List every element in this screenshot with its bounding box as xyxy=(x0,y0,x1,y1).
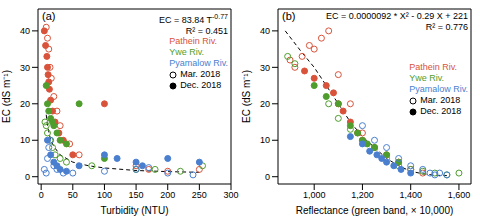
svg-text:EC (dS m⁻¹): EC (dS m⁻¹) xyxy=(241,70,252,123)
svg-text:40: 40 xyxy=(20,26,30,36)
html-text:Pathein Riv.: Pathein Riv. xyxy=(169,36,217,46)
html-text:R² = 0.776: R² = 0.776 xyxy=(425,22,468,32)
html-text:Mar. 2018: Mar. 2018 xyxy=(180,69,221,79)
svg-text:40: 40 xyxy=(260,26,270,36)
html-text:(b): (b) xyxy=(282,10,296,22)
svg-text:200: 200 xyxy=(160,190,175,200)
svg-text:30: 30 xyxy=(20,63,30,73)
svg-text:10: 10 xyxy=(20,135,30,145)
svg-text:0: 0 xyxy=(25,172,30,182)
svg-text:50: 50 xyxy=(68,190,78,200)
html-text:EC = 83.84 T-0.77: EC = 83.84 T-0.77 xyxy=(158,13,228,25)
html-text:R² = 0.451: R² = 0.451 xyxy=(185,26,228,36)
svg-text:1,000: 1,000 xyxy=(303,190,326,200)
svg-text:Reflectance (green band, × 10,: Reflectance (green band, × 10,000) xyxy=(296,205,454,216)
svg-text:100: 100 xyxy=(97,190,112,200)
svg-text:1,200: 1,200 xyxy=(351,190,374,200)
html-text:Pyamalow Riv.: Pyamalow Riv. xyxy=(409,84,468,94)
svg-text:150: 150 xyxy=(129,190,144,200)
svg-text:20: 20 xyxy=(20,99,30,109)
svg-text:20: 20 xyxy=(260,99,270,109)
html-text:Pathein Riv.: Pathein Riv. xyxy=(409,62,457,72)
html-text:EC = 0.0000092 * X² - 0.29 X +: EC = 0.0000092 * X² - 0.29 X + 221 xyxy=(325,11,468,21)
svg-text:1,400: 1,400 xyxy=(399,190,422,200)
html-text:Ywe Riv.: Ywe Riv. xyxy=(409,73,444,83)
svg-text:0: 0 xyxy=(39,190,44,200)
svg-text:EC (dS m⁻¹): EC (dS m⁻¹) xyxy=(8,70,12,123)
svg-text:1,600: 1,600 xyxy=(448,190,471,200)
svg-text:Turbidity (NTU): Turbidity (NTU) xyxy=(101,205,169,216)
svg-text:250: 250 xyxy=(192,190,207,200)
svg-text:300: 300 xyxy=(223,190,238,200)
html-text:Dec. 2018: Dec. 2018 xyxy=(420,106,462,116)
svg-text:0: 0 xyxy=(265,172,270,182)
html-text:Pyamalow Riv.: Pyamalow Riv. xyxy=(169,58,228,68)
svg-text:10: 10 xyxy=(260,135,270,145)
svg-text:30: 30 xyxy=(260,63,270,73)
html-text:(a): (a) xyxy=(42,10,56,22)
html-text:Mar. 2018: Mar. 2018 xyxy=(420,95,461,105)
html-text:Dec. 2018: Dec. 2018 xyxy=(180,80,222,90)
html-text:Ywe Riv.: Ywe Riv. xyxy=(169,47,204,57)
